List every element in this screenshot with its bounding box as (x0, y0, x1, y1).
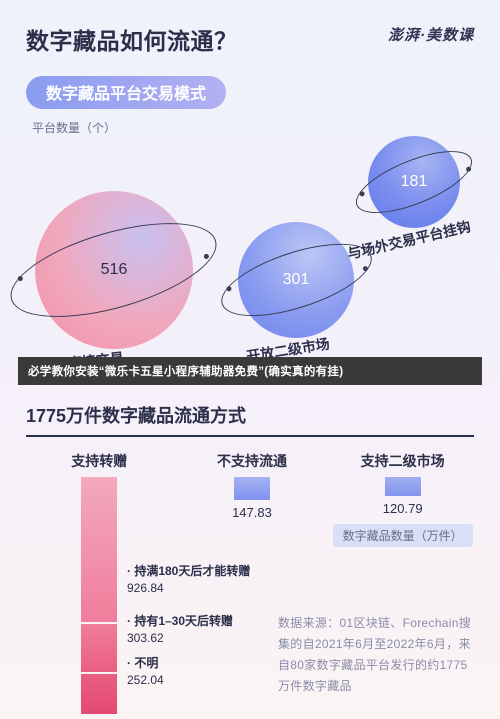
unit-label-2: 数字藏品数量（万件） (333, 524, 473, 547)
bar-seg-2-0 (385, 477, 421, 496)
overlay-banner: 必学教你安装“微乐卡五星小程序辅助器免费”(确实真的有挂) (18, 357, 482, 385)
seg-label-0: · 持满180天后才能转赠926.84 (127, 563, 250, 597)
bar-head-1: 不支持流通 (217, 451, 287, 471)
section2-title: 1775万件数字藏品流通方式 (26, 402, 474, 437)
bar-seg-0-1 (81, 624, 117, 672)
bar-value-1: 147.83 (232, 505, 272, 520)
bar-outer-0 (81, 477, 117, 714)
bar-seg-1-0 (234, 477, 270, 500)
bar-head-2: 支持二级市场 (361, 451, 445, 471)
seg-label-2: · 不明252.04 (127, 655, 164, 689)
seg-label-1: · 持有1–30天后转赠303.62 (127, 613, 233, 647)
page-title: 数字藏品如何流通？ (26, 22, 238, 56)
bar-outer-1 (234, 477, 270, 500)
bar-seg-0-0 (81, 477, 117, 622)
bar-head-0: 支持转赠 (71, 451, 127, 471)
bar-seg-0-2 (81, 674, 117, 714)
section1-title-pill: 数字藏品平台交易模式 (26, 76, 226, 109)
bubble-chart: 516不可直接交易301开放二级市场181与场外交易平台挂钩 (26, 130, 474, 366)
logo: 澎湃·美数课 (388, 24, 474, 45)
bar-outer-2 (385, 477, 421, 496)
bar-value-2: 120.79 (383, 501, 423, 516)
data-source: 数据来源：01区块链、Forechain搜集的自2021年6月至2022年6月，… (278, 613, 474, 697)
